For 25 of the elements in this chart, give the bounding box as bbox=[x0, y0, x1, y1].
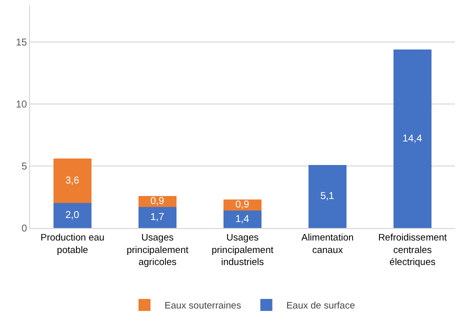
data-label: 14,4 bbox=[402, 133, 422, 144]
data-label: 3,6 bbox=[65, 175, 80, 186]
bar bbox=[223, 210, 262, 228]
y-tick-label: 10 bbox=[16, 100, 28, 111]
x-tick-label: Usages principalement industriels bbox=[212, 232, 274, 268]
x-tick-label: Usages principalement agricoles bbox=[126, 232, 189, 268]
data-label: 5,1 bbox=[320, 190, 335, 202]
data-label: 1,7 bbox=[150, 212, 165, 223]
bar bbox=[393, 50, 432, 228]
legend-label: Eaux souterraines bbox=[164, 300, 242, 312]
y-tick-label: 5 bbox=[21, 162, 28, 173]
bar bbox=[308, 164, 347, 228]
legend-label: Eaux de surface bbox=[286, 300, 355, 312]
data-label: 0,9 bbox=[150, 196, 165, 207]
y-tick-label: 0 bbox=[21, 224, 28, 234]
x-tick-label: Alimentation canaux bbox=[301, 232, 354, 256]
y-tick-label: 15 bbox=[16, 38, 28, 49]
data-label: 0,9 bbox=[235, 200, 250, 211]
bar bbox=[53, 158, 92, 204]
x-tick-label: Refroidissement centrales électriques bbox=[378, 232, 448, 268]
bar bbox=[53, 203, 92, 228]
data-label: 1,4 bbox=[235, 214, 250, 225]
x-tick-label: Production eau potable bbox=[40, 232, 104, 256]
bar bbox=[138, 206, 177, 228]
data-label: 2,0 bbox=[65, 210, 80, 222]
